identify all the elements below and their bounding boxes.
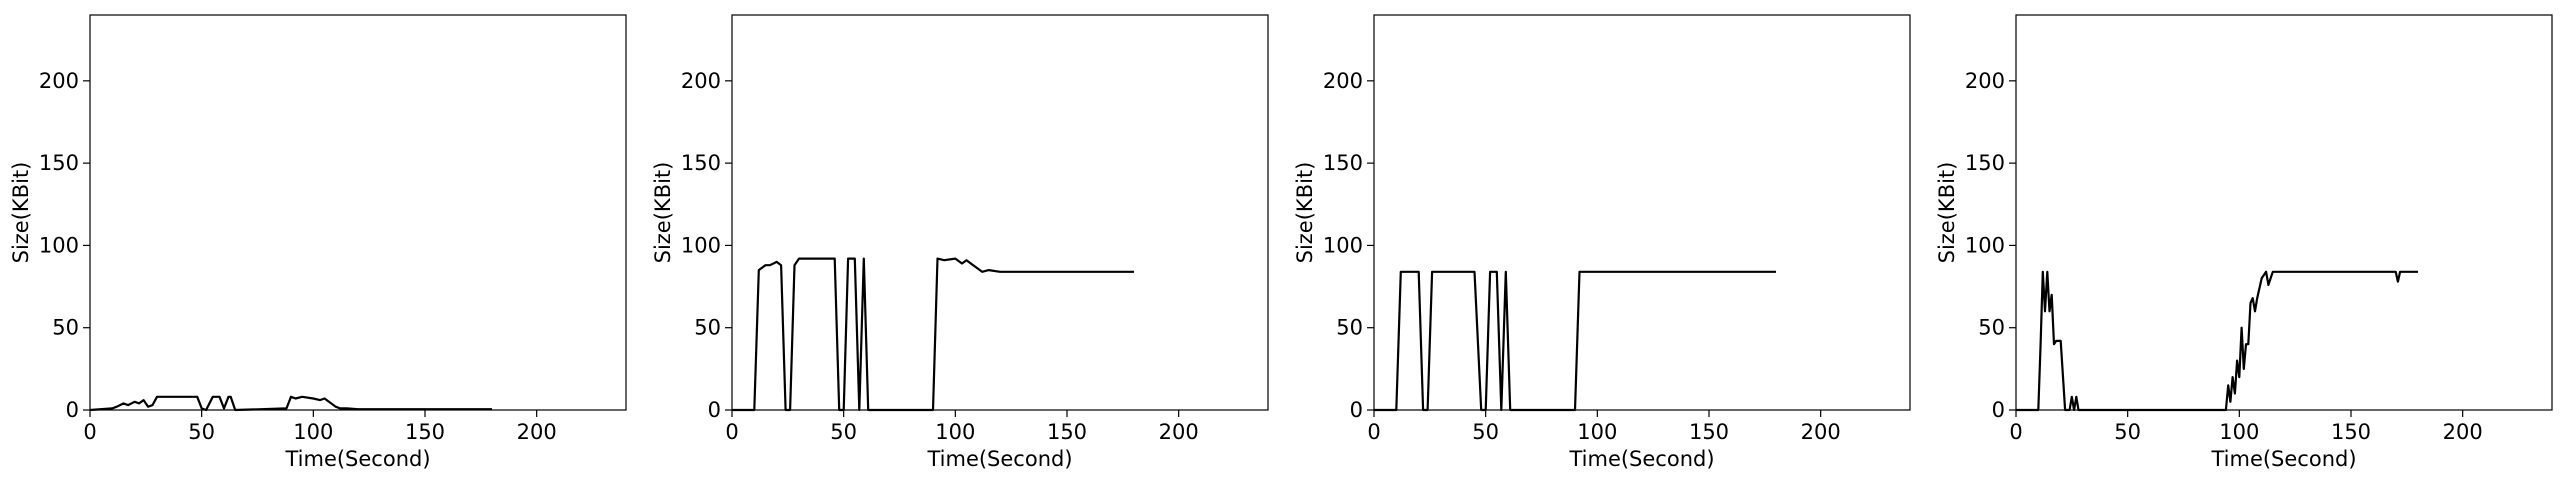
y-tick-label: 200 <box>1965 69 2005 93</box>
x-tick-label: 100 <box>935 420 975 444</box>
x-tick-label: 50 <box>1472 420 1499 444</box>
x-tick-label: 150 <box>1689 420 1729 444</box>
chart-panel-1: 0 50 100 150 200 0 50 100 150 200 Time(Second) Size… <box>9 14 627 471</box>
y-tick-label: 0 <box>1350 398 1363 422</box>
series-line <box>2016 270 2418 412</box>
y-axis-label: Size(KBit) <box>651 162 675 264</box>
x-tick-label: 200 <box>517 420 557 444</box>
y-tick-label: 50 <box>52 316 79 340</box>
y-tick-label: 50 <box>1336 316 1363 340</box>
y-tick-label: 150 <box>681 151 721 175</box>
plot-frame <box>731 14 1269 411</box>
series-line <box>1374 270 1776 412</box>
y-tick-label: 100 <box>681 233 721 257</box>
series-line <box>89 395 492 412</box>
x-tick-label: 200 <box>1801 420 1841 444</box>
y-tick-label: 200 <box>681 69 721 93</box>
series-line <box>732 257 1134 412</box>
y-tick-label: 100 <box>39 233 79 257</box>
x-tick-label: 150 <box>2331 420 2371 444</box>
y-tick-label: 200 <box>39 69 79 93</box>
x-tick-label: 50 <box>188 420 215 444</box>
y-tick-label: 0 <box>708 398 721 422</box>
y-axis-label: Size(KBit) <box>9 162 33 264</box>
y-tick-label: 100 <box>1323 233 1363 257</box>
y-tick-label: 50 <box>694 316 721 340</box>
chart-panels: 0 50 100 150 200 0 50 100 150 200 Time(Second) Size… <box>9 14 2553 471</box>
x-tick-label: 150 <box>1047 420 1087 444</box>
y-tick-label: 150 <box>39 151 79 175</box>
y-tick-label: 0 <box>1992 398 2005 422</box>
y-tick-label: 150 <box>1965 151 2005 175</box>
x-axis-label: Time(Second) <box>926 447 1072 471</box>
plot-frame <box>89 14 627 411</box>
x-tick-label: 100 <box>293 420 333 444</box>
x-tick-label: 50 <box>830 420 857 444</box>
plot-frame <box>2015 14 2553 411</box>
y-tick-label: 150 <box>1323 151 1363 175</box>
plot-frame <box>1373 14 1911 411</box>
x-tick-label: 100 <box>1577 420 1617 444</box>
chart-panel-2: 0 50 100 150 200 0 50 100 150 200 Time(Second) Size… <box>651 14 1269 471</box>
x-tick-label: 100 <box>2219 420 2259 444</box>
chart-panel-3: 0 50 100 150 200 0 50 100 150 200 Time(Second) Size… <box>1293 14 1911 471</box>
x-axis-label: Time(Second) <box>2210 447 2356 471</box>
x-tick-label: 0 <box>1367 420 1380 444</box>
y-tick-label: 50 <box>1978 316 2005 340</box>
x-tick-label: 150 <box>405 420 445 444</box>
y-axis-label: Size(KBit) <box>1935 162 1959 264</box>
x-tick-label: 0 <box>2009 420 2022 444</box>
y-tick-label: 0 <box>66 398 79 422</box>
y-tick-label: 200 <box>1323 69 1363 93</box>
y-axis-label: Size(KBit) <box>1293 162 1317 264</box>
y-tick-label: 100 <box>1965 233 2005 257</box>
x-tick-label: 50 <box>2114 420 2141 444</box>
x-axis-label: Time(Second) <box>284 447 430 471</box>
x-tick-label: 200 <box>1159 420 1199 444</box>
x-tick-label: 0 <box>725 420 738 444</box>
x-axis-label: Time(Second) <box>1568 447 1714 471</box>
x-tick-label: 0 <box>83 420 96 444</box>
chart-panel-4: 0 50 100 150 200 0 50 100 150 200 Time(Second) Size… <box>1935 14 2553 471</box>
x-tick-label: 200 <box>2443 420 2483 444</box>
